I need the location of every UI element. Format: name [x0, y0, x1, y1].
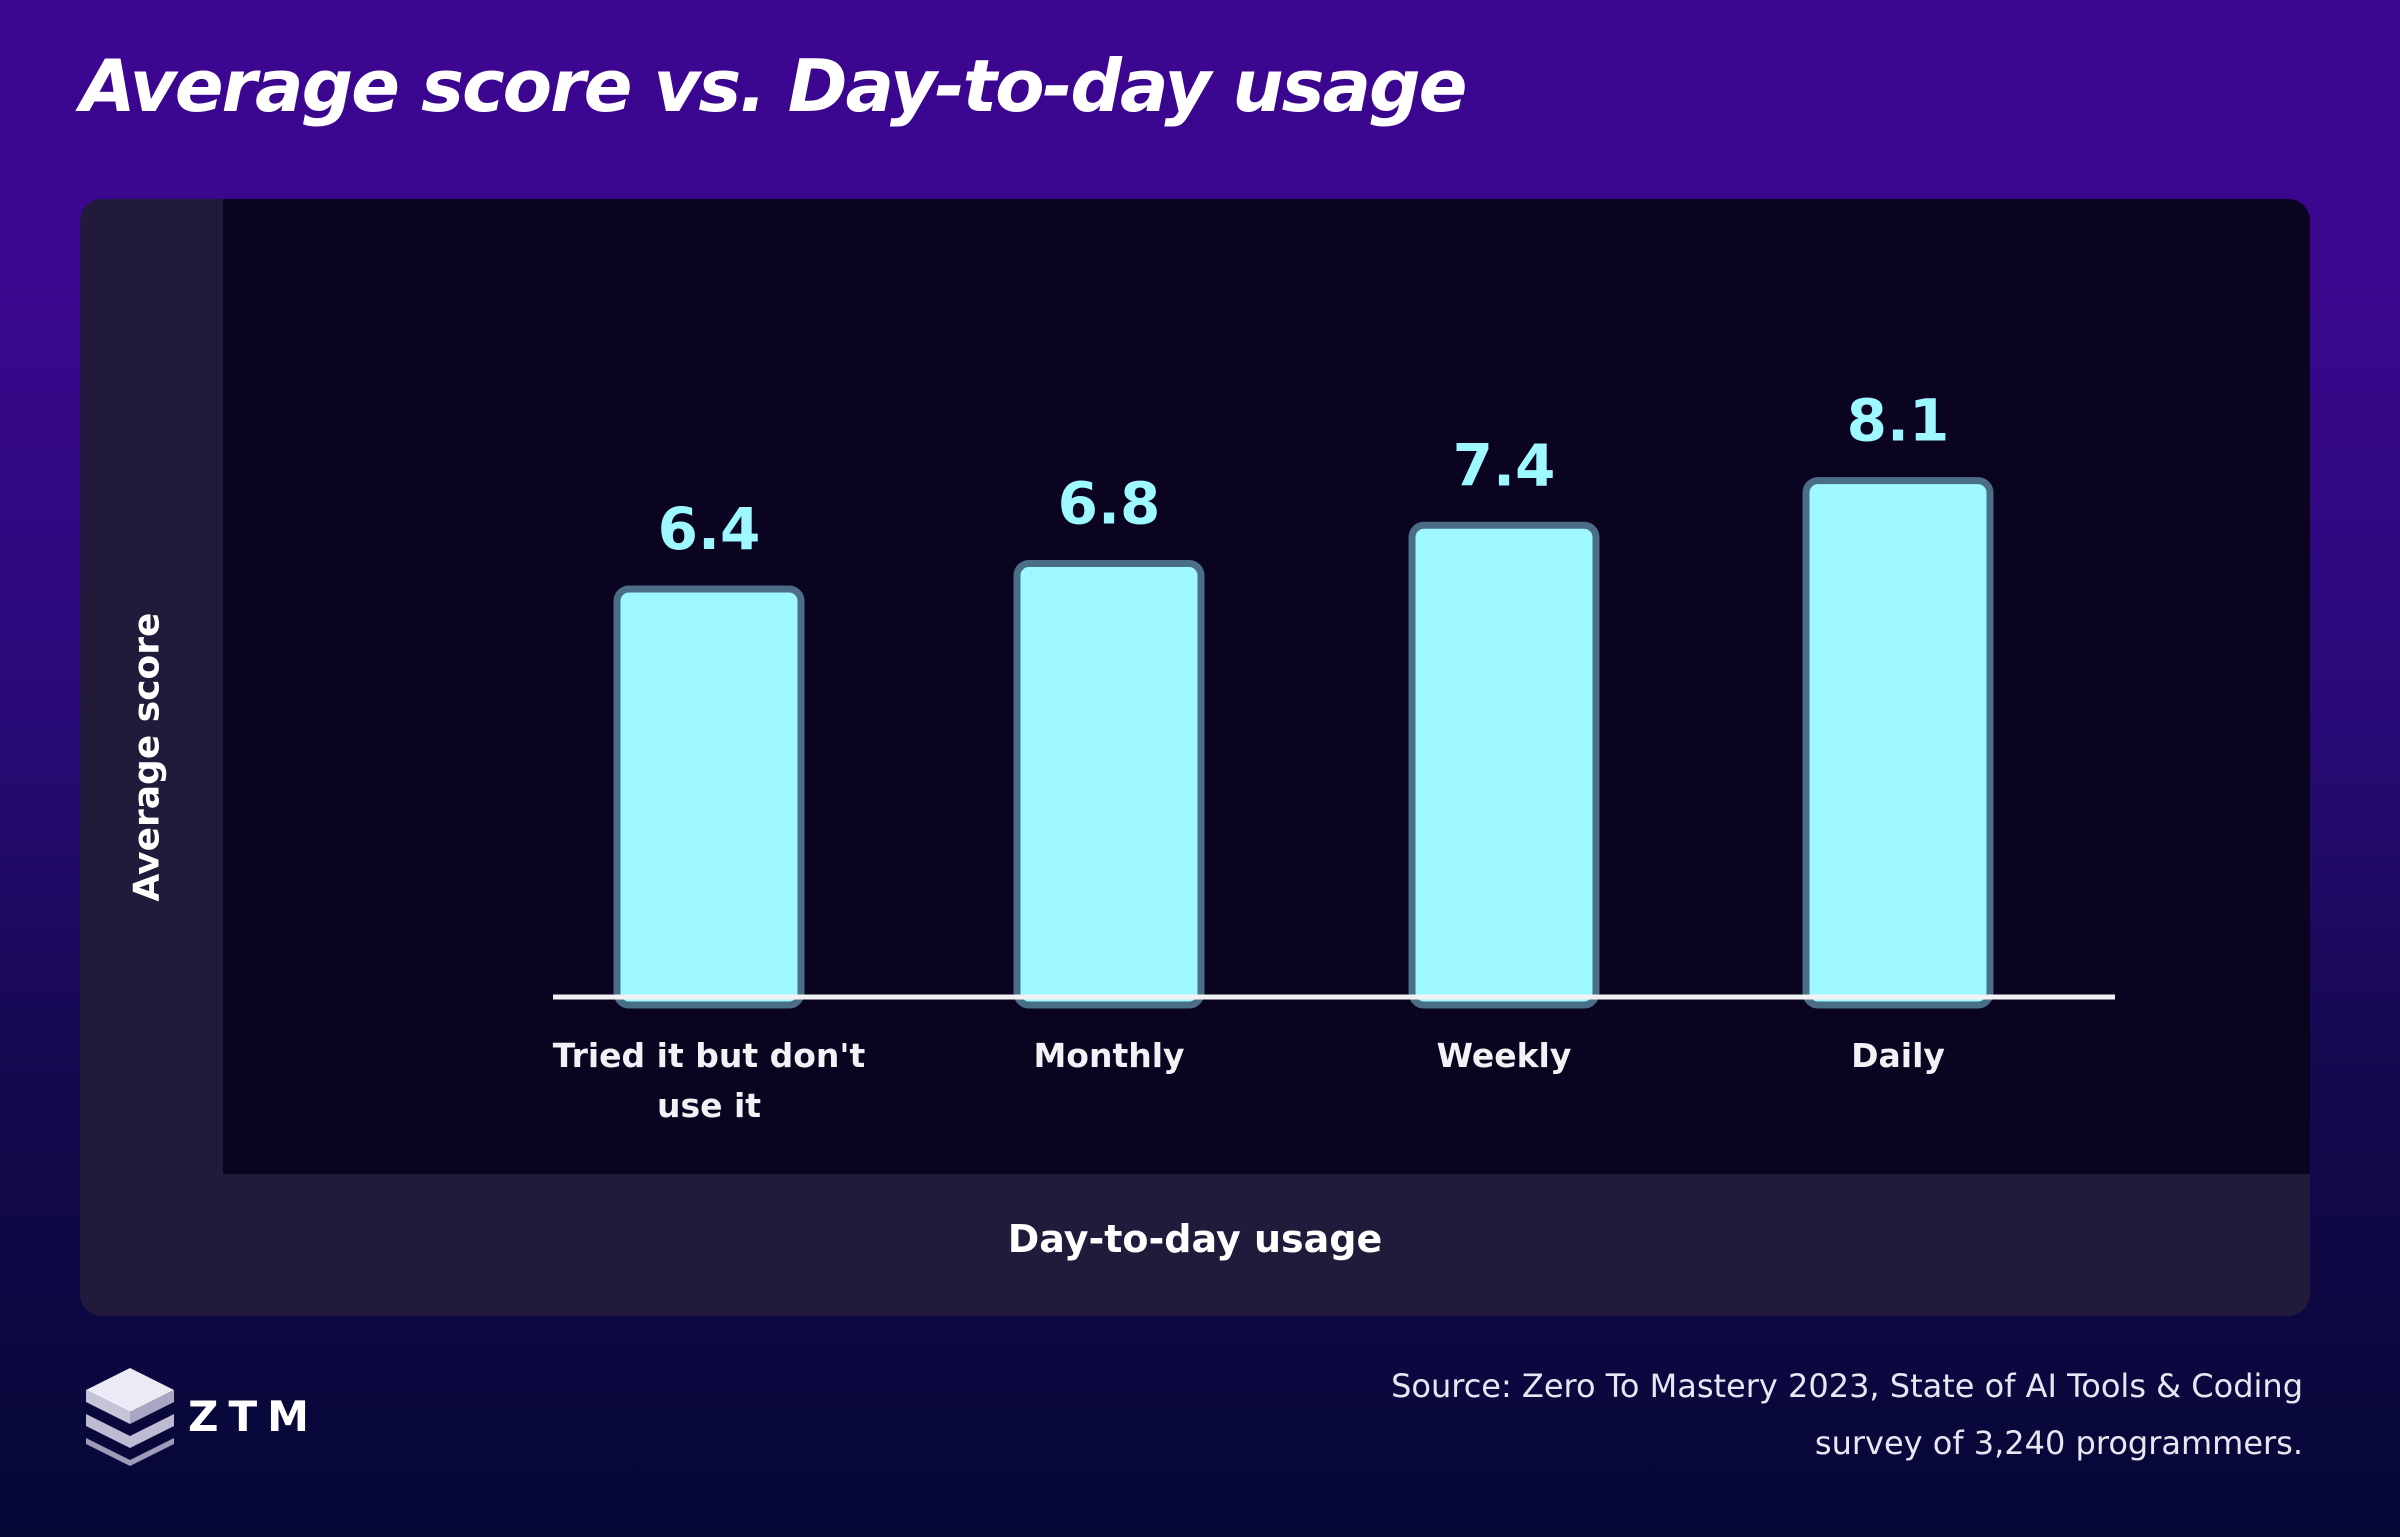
- value-label-0: 6.4: [658, 495, 761, 563]
- plot-area: 6.4 Tried it but don't use it 6.8 Monthly 7.4…: [223, 199, 2310, 1174]
- category-label-line: use it: [657, 1086, 761, 1125]
- value-label-1: 6.8: [1058, 470, 1161, 538]
- ztm-cube-logo-icon: [86, 1368, 174, 1466]
- bar-2: [1408, 521, 1600, 1009]
- category-label-line: Daily: [1851, 1036, 1945, 1075]
- category-label-3: Daily: [1851, 1036, 1945, 1075]
- y-axis-title: Average score: [126, 612, 168, 902]
- bar-1: [1013, 560, 1205, 1009]
- chart-card: 6.4 Tried it but don't use it 6.8 Monthly 7.4…: [80, 199, 2310, 1316]
- x-axis-title: Day-to-day usage: [1007, 1217, 1383, 1261]
- category-label-1: Monthly: [1033, 1036, 1184, 1075]
- bar-0: [613, 585, 805, 1009]
- category-label-line: Tried it but don't: [553, 1036, 866, 1075]
- logo-text: ZTM: [188, 1391, 319, 1441]
- category-label-line: Weekly: [1437, 1036, 1572, 1075]
- bar-3: [1802, 477, 1994, 1009]
- source-line-2: survey of 3,240 programmers.: [1814, 1424, 2303, 1462]
- category-label-line: Monthly: [1033, 1036, 1184, 1075]
- value-label-2: 7.4: [1453, 431, 1556, 499]
- value-label-3: 8.1: [1847, 387, 1950, 455]
- source-line-1: Source: Zero To Mastery 2023, State of A…: [1391, 1367, 2303, 1405]
- category-label-2: Weekly: [1437, 1036, 1572, 1075]
- category-label-0: Tried it but don't use it: [553, 1036, 866, 1125]
- page-title: Average score vs. Day-to-day usage: [80, 44, 1467, 128]
- ztm-logo: ZTM: [78, 1364, 319, 1468]
- source-note: Source: Zero To Mastery 2023, State of A…: [1203, 1358, 2303, 1472]
- bar-chart: 6.4 Tried it but don't use it 6.8 Monthly 7.4…: [553, 387, 2115, 1125]
